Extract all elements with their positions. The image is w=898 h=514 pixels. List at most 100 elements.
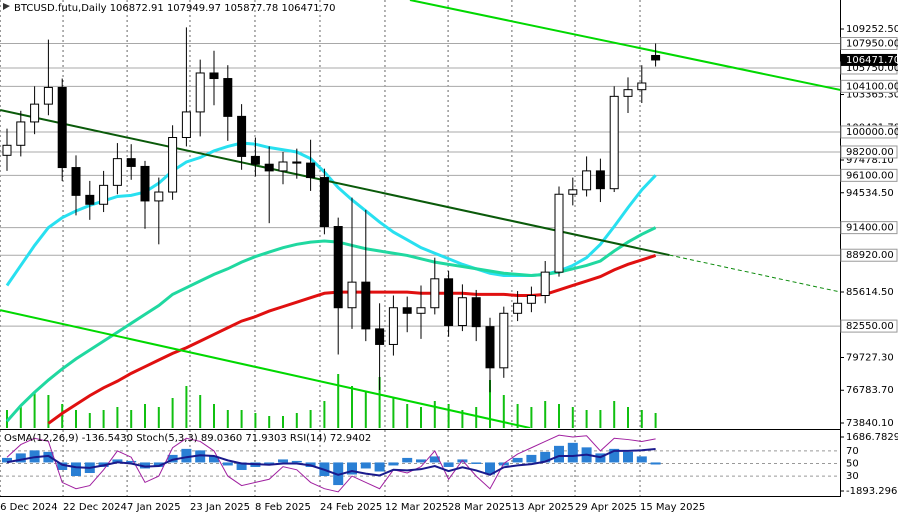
candle-body [140, 165, 150, 202]
level-box [840, 37, 898, 51]
level-label: 82550.00 [846, 321, 894, 332]
indicator-title: OsMA(12,26,9) -136.5430 Stoch(5,3,3) 89.… [4, 433, 371, 444]
osma-bar [388, 462, 399, 466]
y-tick-label: 97478.10 [846, 155, 894, 166]
candle-body [540, 271, 550, 296]
level-label: 88920.00 [846, 250, 894, 261]
candle-body [416, 307, 426, 314]
osma-bar [209, 456, 219, 463]
osma-bar [526, 454, 537, 463]
candle-body [195, 72, 205, 113]
osma-bar [57, 462, 68, 470]
osma-bar [153, 462, 164, 467]
y-tick-label: 109252.50 [846, 24, 898, 35]
candle-body [651, 54, 661, 61]
osma-tick-label: 1686.7829 [846, 432, 898, 443]
candle-body [430, 278, 440, 309]
candle-body [223, 78, 233, 117]
candle-body [237, 115, 247, 157]
candle-body [595, 170, 605, 190]
osma-bar [140, 462, 150, 469]
osma-bar [2, 457, 12, 463]
osma-bar [167, 454, 178, 463]
trend-line [669, 254, 840, 293]
candle-body [85, 194, 95, 205]
level-label: 91400.00 [846, 223, 894, 234]
y-tick-label: 73840.10 [846, 418, 894, 429]
osma-bar [347, 462, 357, 475]
chart-title: BTCUSD.futu,Daily 106872.91 107949.97 10… [14, 3, 336, 14]
candle-body [16, 121, 26, 146]
candle-body [2, 144, 12, 156]
oscillator-line [6, 434, 656, 493]
osma-bar [402, 457, 413, 463]
candle-body [471, 297, 481, 328]
oscillator-line [6, 448, 656, 477]
candle-body [582, 170, 592, 191]
candle-body [154, 191, 164, 202]
x-tick-label: 7 Jan 2025 [127, 502, 181, 513]
candle-body [513, 302, 523, 314]
y-tick-label: 85614.50 [846, 287, 894, 298]
x-tick-label: 29 Apr 2025 [575, 502, 637, 513]
last-price-label: 106471.70 [846, 55, 898, 66]
candle-body [292, 161, 302, 164]
candle-body [57, 86, 67, 169]
main-pane [0, 0, 840, 428]
osma-bar [126, 460, 137, 463]
candle-body [181, 111, 191, 139]
osma-bar [540, 451, 551, 463]
level-label: 98200.00 [846, 147, 894, 158]
x-tick-label: 13 Apr 2025 [512, 502, 574, 513]
x-tick-label: 22 Dec 2024 [63, 502, 127, 513]
level-box [840, 79, 898, 93]
osc-tick-label: 30 [846, 471, 859, 482]
last-price-box [841, 53, 897, 66]
candle-body [209, 72, 219, 80]
level-box [840, 168, 898, 182]
candle-body [623, 89, 633, 97]
level-box [840, 248, 898, 262]
level-label: 105750.00 [846, 63, 898, 74]
symbol-icon [3, 3, 10, 10]
osma-bar [15, 453, 26, 463]
candle-body [278, 161, 288, 172]
x-tick-label: 23 Jan 2025 [190, 502, 250, 513]
trend-line [0, 309, 531, 428]
level-box [840, 145, 898, 159]
candle-body [637, 82, 647, 91]
osma-bar [636, 456, 647, 463]
osma-bar [623, 451, 633, 463]
x-tick-label: 15 May 2025 [640, 502, 705, 513]
candle-body [499, 312, 509, 369]
level-label: 100000.00 [846, 127, 898, 138]
osma-bar [264, 462, 275, 464]
candle-body [264, 163, 274, 172]
candle-body [99, 184, 109, 205]
level-label: 96100.00 [846, 170, 894, 181]
osma-bar [567, 442, 578, 463]
osma-bar [278, 459, 288, 463]
x-tick-label: 8 Feb 2025 [255, 502, 311, 513]
osma-bar [181, 448, 192, 463]
candle-body [609, 95, 619, 190]
candle-body [43, 86, 53, 105]
candle-body [402, 307, 412, 314]
level-box [840, 125, 898, 139]
candle-body [30, 103, 40, 123]
y-tick-label: 103365.30 [846, 90, 898, 101]
trend-line [409, 0, 840, 91]
osma-bar [236, 462, 247, 470]
x-tick-label: 6 Dec 2024 [0, 502, 58, 513]
osma-bar [360, 462, 371, 469]
candle-body [361, 281, 371, 330]
osma-bar [333, 462, 344, 486]
y-tick-label: 76783.70 [846, 385, 894, 396]
axis: 6 Dec 2024 22 Dec 2024 7 Jan 2025 23 Jan 20… [0, 24, 898, 513]
osma-bar [609, 448, 620, 463]
candle-body [347, 281, 357, 309]
osma-bar [650, 462, 661, 465]
osma-bar [554, 445, 564, 463]
osma-bar [195, 450, 206, 463]
